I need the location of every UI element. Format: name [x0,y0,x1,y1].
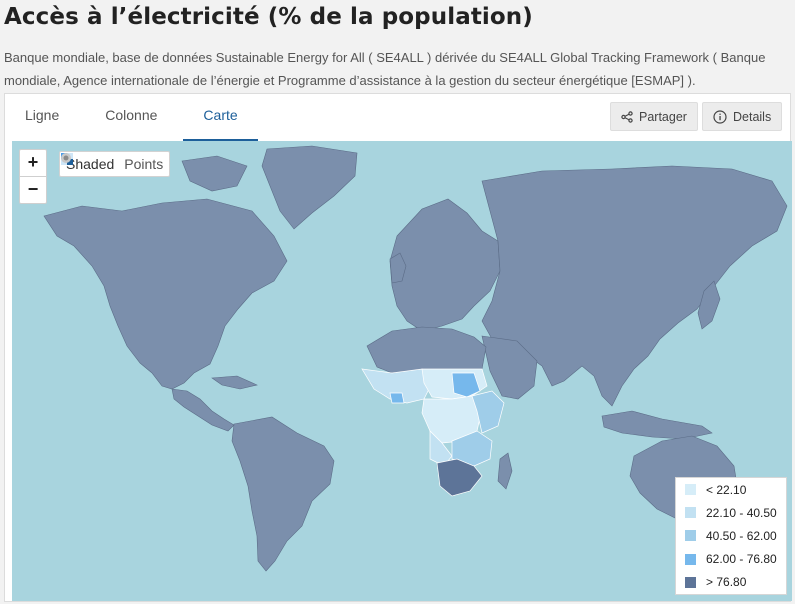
central-america-shape [171,388,235,432]
source-description: Banque mondiale, base de données Sustain… [4,50,766,88]
japan-shape [697,280,721,330]
chart-card: Ligne Colonne Carte Partager Details [4,93,792,602]
indonesia-shape [601,410,713,440]
legend-label: 40.50 - 62.00 [706,528,777,543]
south-africa-shape [436,458,483,497]
details-label: Details [733,109,772,124]
southern-africa-shape [451,430,493,467]
east-africa-shape [471,390,505,434]
legend-swatch [685,553,696,565]
legend-label: 62.00 - 76.80 [706,552,777,567]
legend-swatch [685,576,696,588]
map-mode-toggle: Shaded Points [59,151,171,177]
sudan-shape [451,372,481,398]
tab-bar: Ligne Colonne Carte [5,94,258,141]
north-africa-shape [366,326,487,374]
south-america-shape [231,416,335,572]
mode-points-label: Points [124,156,164,172]
world-map[interactable]: + − Shaded Points [12,141,792,601]
info-icon [713,109,727,124]
mode-shaded-label: Shaded [66,156,115,172]
tab-colonne[interactable]: Colonne [105,107,158,123]
legend-item: 40.50 - 62.00 [676,524,786,547]
details-button[interactable]: Details [702,102,783,131]
legend-item: 62.00 - 76.80 [676,548,786,571]
share-label: Partager [639,109,687,124]
zoom-controls: + − [19,149,47,204]
caribbean-shape [211,375,258,390]
madagascar-shape [497,452,513,490]
tab-ligne[interactable]: Ligne [25,107,60,123]
greenland-shape [261,145,358,230]
legend-item: > 76.80 [676,571,786,594]
map-legend: < 22.10 22.10 - 40.50 40.50 - 62.00 62.0… [675,477,787,595]
europe-shape [389,198,501,332]
mode-points-option[interactable]: Points [61,153,164,172]
arctic-islands-shape [181,155,248,192]
zoom-in-button[interactable]: + [27,152,39,172]
north-america-shape [43,198,288,390]
legend-item: < 22.10 [676,478,786,501]
ghana-shape [389,392,405,404]
legend-item: 22.10 - 40.50 [676,501,786,524]
page-title: Accès à l’électricité (% de la populatio… [4,4,533,30]
legend-swatch [685,530,696,542]
legend-label: < 22.10 [706,482,747,497]
arabia-shape [481,335,538,400]
uk-shape [389,252,407,284]
points-icon [61,153,71,163]
tab-carte[interactable]: Carte [183,94,258,141]
legend-swatch [685,484,696,496]
share-icon [621,110,633,123]
mode-shaded-option[interactable]: Shaded [61,153,115,172]
share-button[interactable]: Partager [610,102,698,131]
legend-label: > 76.80 [706,575,747,590]
legend-swatch [685,507,696,519]
map-canvas [43,145,788,572]
legend-label: 22.10 - 40.50 [706,505,777,520]
zoom-out-button[interactable]: − [20,176,46,203]
